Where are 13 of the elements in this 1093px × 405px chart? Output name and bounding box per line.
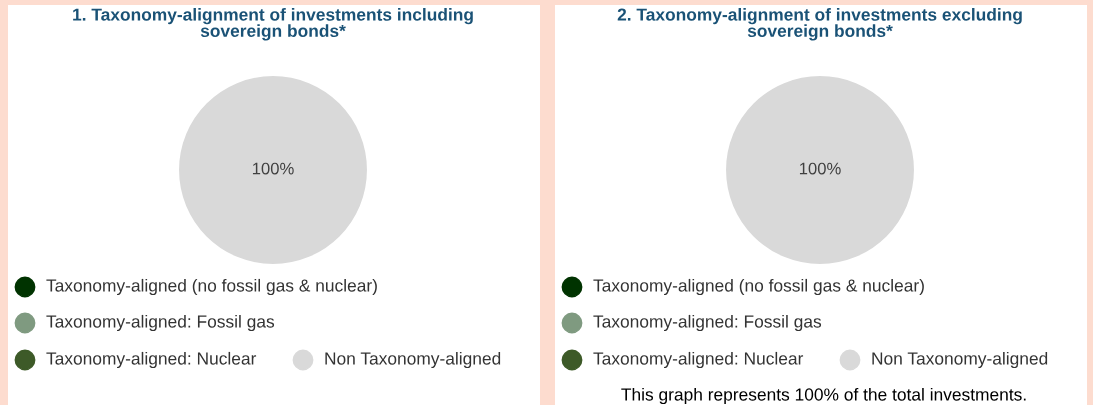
text: This graph represents 100% of the total investments.	[621, 387, 1026, 405]
legend-label: Taxonomy-aligned (no fossil gas & nuclear)	[46, 278, 377, 296]
legend-label: Taxonomy-aligned: Fossil gas	[593, 314, 822, 332]
legend-label: Non Taxonomy-aligned	[872, 351, 1048, 369]
data-label: 100%	[799, 162, 841, 175]
legend-label: Taxonomy-aligned: Nuclear	[46, 351, 257, 369]
legend-label: Taxonomy-aligned (no fossil gas & nuclear)	[593, 278, 924, 296]
legend-label: Taxonomy-aligned: Nuclear	[593, 351, 804, 369]
legend-label: Non Taxonomy-aligned	[325, 351, 501, 369]
data-label: 100%	[252, 162, 294, 175]
chart-title: 1. Taxonomy-alignment of investments including sovereign bonds*	[73, 8, 473, 41]
legend-label: Taxonomy-aligned: Fossil gas	[46, 314, 275, 332]
chart-title: 2. Taxonomy-alignment of investments excluding sovereign bonds*	[617, 8, 1022, 41]
